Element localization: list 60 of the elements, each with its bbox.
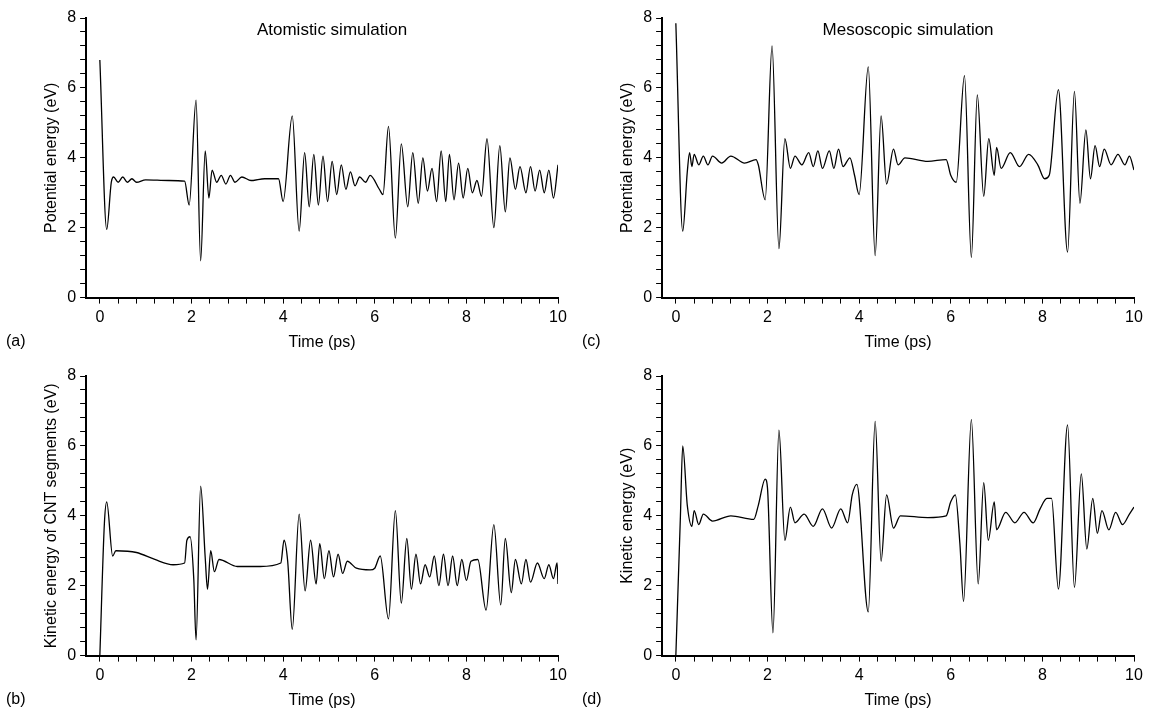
y-tick-label: 0 [643, 646, 653, 664]
y-tick-label: 6 [643, 78, 653, 96]
x-tick-label: 2 [187, 665, 197, 683]
y-axis-title: Kinetic energy (eV) [618, 447, 636, 584]
y-tick-label: 2 [67, 576, 77, 594]
y-tick-label: 4 [643, 506, 653, 524]
x-tick-label: 6 [946, 665, 956, 683]
text: (c) [582, 332, 601, 350]
y-tick-label: 4 [643, 148, 653, 166]
chart-title: Atomistic simulation [256, 20, 408, 40]
x-tick-label: 0 [671, 307, 681, 325]
line-series [99, 59, 558, 262]
text: (d) [582, 690, 602, 708]
y-tick-label: 4 [67, 506, 77, 524]
y-tick-label: 0 [67, 646, 77, 664]
y-axis-title: Potential energy (eV) [618, 82, 636, 233]
x-tick-label: 8 [1037, 665, 1047, 683]
x-tick-label: 6 [370, 307, 380, 325]
x-tick-label: 0 [95, 665, 105, 683]
y-tick-label: 2 [643, 218, 653, 236]
y-tick-label: 8 [643, 366, 653, 384]
text: (a) [6, 332, 26, 350]
y-tick-label: 0 [67, 288, 77, 306]
x-tick-label: 4 [854, 665, 864, 683]
y-tick-label: 2 [67, 218, 77, 236]
x-tick-label: 2 [187, 307, 197, 325]
x-tick-label: 2 [763, 307, 773, 325]
y-tick-label: 8 [67, 366, 77, 384]
y-tick-label: 0 [643, 288, 653, 306]
x-axis-title: Time (ps) [288, 332, 356, 350]
x-tick-label: 8 [461, 307, 471, 325]
x-tick-label: 0 [671, 665, 681, 683]
line-series [675, 22, 1134, 259]
x-tick-label: 6 [370, 665, 380, 683]
x-tick-label: 6 [946, 307, 956, 325]
x-tick-label: 10 [1125, 665, 1143, 683]
y-tick-label: 6 [67, 78, 77, 96]
y-tick-label: 6 [67, 436, 77, 454]
y-tick-label: 4 [67, 148, 77, 166]
y-tick-label: 8 [643, 8, 653, 26]
x-tick-label: 8 [461, 665, 471, 683]
x-axis-title: Time (ps) [288, 690, 356, 708]
x-axis-title: Time (ps) [864, 690, 932, 708]
y-tick-label: 8 [67, 8, 77, 26]
x-tick-label: 0 [95, 307, 105, 325]
y-axis-title: Potential energy (eV) [42, 82, 60, 233]
x-tick-label: 4 [854, 307, 864, 325]
y-tick-label: 2 [643, 576, 653, 594]
y-axis-title: Kinetic energy of CNT segments (eV) [42, 383, 60, 649]
x-tick-label: 8 [1037, 307, 1047, 325]
y-tick-label: 6 [643, 436, 653, 454]
x-tick-label: 10 [549, 665, 567, 683]
x-tick-label: 10 [549, 307, 567, 325]
x-tick-label: 4 [278, 665, 288, 683]
x-tick-label: 2 [763, 665, 773, 683]
text: (b) [6, 690, 26, 708]
x-axis-title: Time (ps) [864, 332, 932, 350]
chart-title: Mesoscopic simulation [822, 20, 994, 40]
x-tick-label: 4 [278, 307, 288, 325]
x-tick-label: 10 [1125, 307, 1143, 325]
